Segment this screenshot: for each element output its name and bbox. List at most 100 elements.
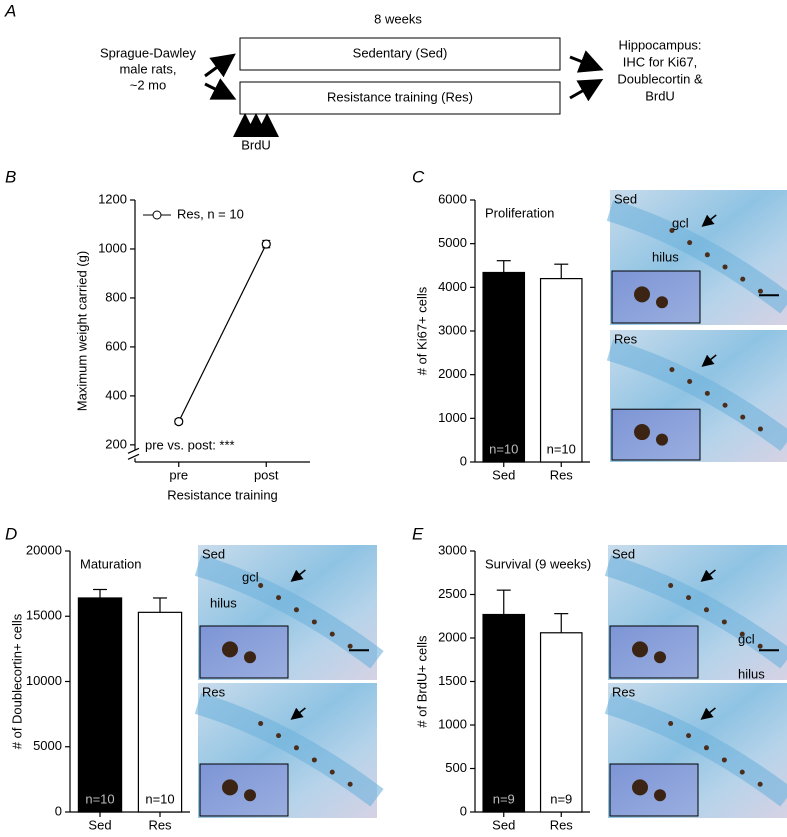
stained-cell — [668, 721, 674, 726]
legend-marker — [152, 210, 162, 220]
x-tick-label: Res — [550, 817, 574, 832]
pointer-arrow — [290, 569, 306, 582]
stained-cell — [293, 745, 299, 751]
region-label: hilus — [210, 595, 237, 610]
bar-label: n=9 — [550, 791, 572, 806]
group-label: Resistance training (Res) — [327, 89, 473, 104]
inset — [199, 763, 289, 817]
stained-cell — [757, 288, 763, 294]
pointer-arrow — [701, 214, 717, 227]
panel-label: C — [412, 167, 425, 186]
annotation: pre vs. post: *** — [145, 437, 235, 452]
stained-cell — [704, 252, 710, 258]
stained-cell — [757, 426, 763, 432]
bar — [77, 597, 123, 813]
stained-cell — [311, 757, 317, 763]
stained-cell — [721, 619, 727, 625]
y-tick-label: 0 — [460, 803, 467, 818]
stained-cell — [722, 264, 728, 270]
panel-label: E — [412, 524, 424, 543]
source-text: Sprague-Dawley — [100, 45, 197, 60]
y-tick-label: 0 — [55, 803, 62, 818]
inset-cell — [634, 424, 650, 441]
stained-cell — [740, 276, 746, 282]
region-label: hilus — [738, 666, 765, 681]
y-tick-label: 0 — [460, 453, 467, 468]
y-tick-label: 2000 — [438, 366, 467, 381]
inset-cell — [654, 789, 666, 802]
stained-cell — [757, 781, 763, 787]
stained-cell — [347, 781, 353, 787]
inset — [611, 270, 701, 324]
bar-label: n=10 — [85, 791, 114, 806]
group-label: Sedentary (Sed) — [353, 45, 448, 60]
inset-cell — [656, 433, 668, 446]
stained-cell — [703, 745, 709, 751]
stained-cell — [686, 733, 692, 739]
arrow — [569, 50, 604, 73]
region-label: gcl — [242, 569, 259, 584]
y-tick-label: 6000 — [438, 191, 467, 206]
stained-cell — [669, 228, 675, 233]
stained-cell — [740, 414, 746, 420]
point — [174, 416, 184, 427]
x-tick-label: post — [254, 467, 279, 482]
stained-cell — [757, 643, 763, 649]
stained-cell — [704, 390, 710, 396]
bar-label: n=9 — [493, 791, 515, 806]
stained-cell — [329, 631, 335, 637]
x-axis-label: Resistance training — [167, 487, 278, 502]
group-box — [239, 37, 561, 71]
y-tick-label: 3000 — [438, 322, 467, 337]
bar — [539, 632, 583, 813]
micrograph-label: Res — [612, 684, 636, 699]
source-text: male rats, — [119, 61, 176, 76]
stained-cell — [722, 402, 728, 408]
stained-cell — [703, 607, 709, 613]
stained-cell — [668, 583, 674, 588]
stained-cell — [311, 619, 317, 625]
x-tick-label: Res — [550, 467, 574, 482]
duration: 8 weeks — [374, 11, 422, 26]
cell-layer — [194, 554, 384, 669]
y-tick-label: 500 — [445, 760, 467, 775]
arrow — [204, 53, 236, 78]
bar — [482, 613, 526, 813]
inset — [609, 763, 699, 817]
y-tick-label: 1000 — [438, 716, 467, 731]
y-tick-label: 200 — [105, 436, 127, 451]
stained-cell — [687, 378, 693, 384]
inset-cell — [656, 296, 668, 309]
micrograph-label: Res — [202, 684, 226, 699]
chart-title: Maturation — [80, 556, 141, 571]
inset-cell — [244, 789, 256, 802]
x-tick-label: Res — [148, 817, 172, 832]
stained-cell — [258, 583, 264, 588]
cell-layer — [194, 692, 384, 807]
y-tick-label: 5000 — [438, 235, 467, 250]
stained-cell — [276, 595, 282, 601]
stained-cell — [258, 721, 264, 726]
stained-cell — [721, 757, 727, 763]
region-label: gcl — [738, 631, 755, 646]
axis-break-gap — [127, 450, 139, 459]
y-tick-label: 1000 — [98, 240, 127, 255]
outcome-text: BrdU — [645, 88, 675, 103]
axis-break — [127, 447, 140, 454]
y-tick-label: 15000 — [26, 608, 62, 623]
outcome-text: Hippocampus: — [618, 37, 701, 52]
bar-label: n=10 — [145, 791, 174, 806]
point — [261, 239, 271, 249]
inset — [611, 408, 701, 461]
inset-cell — [222, 641, 238, 658]
inset — [609, 625, 699, 679]
outcome-text: IHC for Ki67, — [623, 54, 697, 69]
bar — [539, 278, 583, 463]
region-label: gcl — [672, 215, 689, 230]
panel-label: D — [5, 524, 17, 543]
group-box — [239, 81, 561, 115]
injection-label: BrdU — [241, 137, 271, 152]
micrograph-label: Res — [614, 331, 638, 346]
y-tick-label: 2000 — [438, 629, 467, 644]
